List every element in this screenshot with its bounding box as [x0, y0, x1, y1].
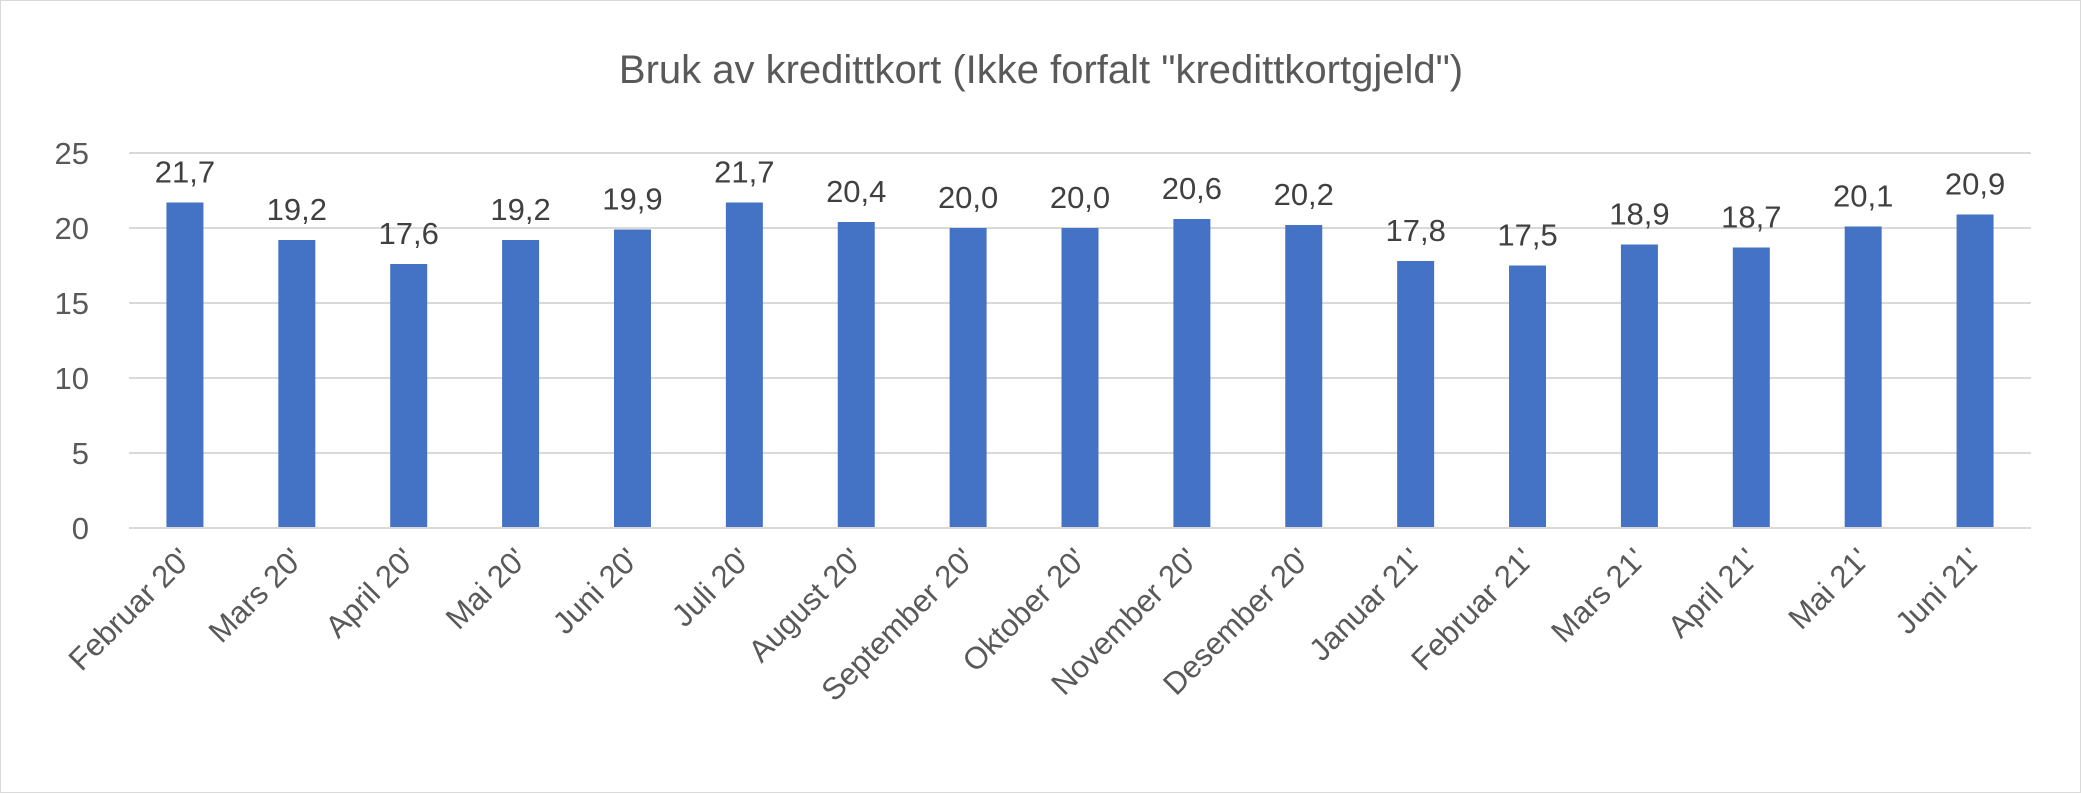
data-label: 18,9 [1609, 197, 1669, 232]
bars [166, 202, 1994, 528]
y-tick-label: 10 [55, 361, 89, 396]
bar [1509, 265, 1547, 528]
bar [1061, 228, 1099, 528]
x-category-label: Juni 20' [546, 541, 646, 641]
bar [390, 264, 428, 528]
data-label: 17,5 [1497, 218, 1557, 253]
data-label: 17,6 [379, 216, 439, 251]
data-label: 20,0 [1050, 180, 1110, 215]
bar [613, 229, 651, 528]
y-tick-label: 0 [72, 511, 89, 546]
bar [1285, 225, 1323, 528]
x-category-label: Mars 21' [1544, 541, 1652, 649]
data-label: 21,7 [714, 155, 774, 190]
x-category-label: Mai 21' [1781, 541, 1876, 636]
bar [278, 240, 316, 528]
data-label: 19,9 [602, 182, 662, 217]
bar [1620, 244, 1658, 528]
x-category-label: Mars 20' [202, 541, 310, 649]
data-label: 21,7 [155, 155, 215, 190]
bar [502, 240, 540, 528]
bar [1173, 219, 1211, 528]
data-label: 17,8 [1385, 213, 1445, 248]
x-category-label: Juni 21' [1888, 541, 1988, 641]
bar [166, 202, 204, 528]
x-category-label: Februar 20' [62, 541, 198, 677]
x-category-label: Februar 21' [1404, 541, 1540, 677]
x-category-label: Mai 20' [439, 541, 534, 636]
data-label: 20,1 [1833, 179, 1893, 214]
data-label: 20,0 [938, 180, 998, 215]
data-label: 19,2 [267, 192, 327, 227]
y-axis-tick-labels: 0 5 10 15 20 25 [55, 136, 89, 546]
x-category-label: April 21' [1661, 541, 1764, 644]
y-tick-label: 25 [55, 136, 89, 171]
x-category-label: April 20' [318, 541, 421, 644]
data-label: 19,2 [490, 192, 550, 227]
bar [1397, 261, 1435, 528]
chart-title: Bruk av kredittkort (Ikke forfalt "kredi… [619, 48, 1463, 92]
data-label: 20,4 [826, 174, 886, 209]
bar [1844, 226, 1882, 528]
x-category-label: Juli 20' [665, 541, 757, 633]
bar [725, 202, 763, 528]
y-tick-label: 20 [55, 211, 89, 246]
bar [949, 228, 987, 528]
bar [1732, 247, 1770, 528]
data-label: 20,2 [1274, 177, 1334, 212]
x-axis-category-labels: Februar 20' Mars 20' April 20' Mai 20' Juni … [62, 541, 1988, 708]
data-label: 18,7 [1721, 200, 1781, 235]
bar [837, 222, 875, 528]
bar [1956, 214, 1994, 528]
y-tick-label: 5 [72, 436, 89, 471]
data-labels: 21,7 19,2 17,6 19,2 19,9 21,7 20,4 20,0 20,0 20,6… [155, 155, 2005, 253]
y-tick-label: 15 [55, 286, 89, 321]
data-label: 20,9 [1945, 167, 2005, 202]
data-label: 20,6 [1162, 171, 1222, 206]
